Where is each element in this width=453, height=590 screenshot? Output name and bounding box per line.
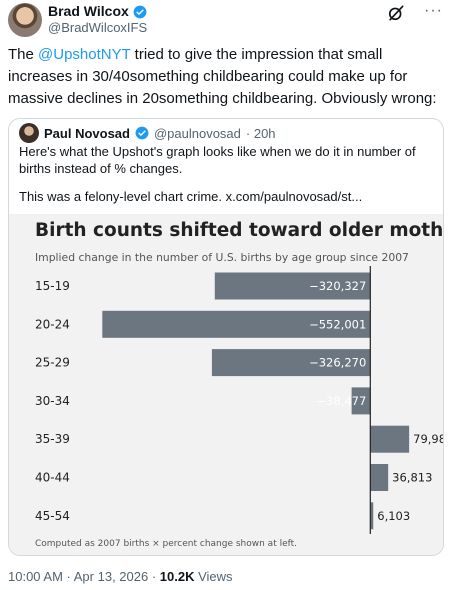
author-name-row: Brad Wilcox: [48, 3, 147, 20]
tweet-text-after: tried to give the impression that small …: [8, 46, 437, 107]
verified-badge-icon: [133, 5, 147, 18]
bar: [370, 425, 410, 453]
value-label: 6,103: [377, 509, 410, 523]
quoted-author-name: Paul Novosad: [44, 125, 130, 141]
author-handle[interactable]: @BradWilcoxIFS: [48, 20, 148, 35]
quoted-tweet-text: Here's what the Upshot's graph looks lik…: [19, 144, 416, 176]
tweet-timestamp[interactable]: 10:00 AM · Apr 13, 2026 ·: [8, 569, 160, 584]
tweet-meta: 10:00 AM · Apr 13, 2026 · 10.2K Views: [8, 569, 233, 584]
category-label: 15-19: [35, 279, 70, 293]
tweet-text-before: The: [8, 46, 39, 63]
category-label: 40-44: [35, 471, 70, 485]
value-label: −38,477: [316, 394, 366, 408]
category-label: 30-34: [35, 394, 70, 408]
quoted-author-avatar: [19, 123, 39, 143]
quoted-tweet-time: · 20h: [245, 125, 276, 141]
views-label: Views: [194, 569, 233, 584]
author-avatar[interactable]: [8, 3, 42, 37]
more-options-icon[interactable]: ···: [424, 2, 443, 19]
bar-chart: Birth counts shifted toward older mother…: [35, 220, 443, 549]
tweet-text: The @UpshotNYT tried to give the impress…: [8, 44, 444, 110]
mention-link[interactable]: @UpshotNYT: [38, 46, 131, 63]
bar: [370, 464, 389, 491]
category-label: 25-29: [35, 356, 70, 370]
quoted-tweet-header: Paul Novosad @paulnovosad · 20h: [19, 123, 276, 143]
quoted-verified-badge-icon: [135, 126, 149, 140]
bar: [214, 272, 371, 300]
category-label: 35-39: [35, 432, 70, 446]
value-label: −552,001: [309, 317, 366, 331]
chart-bars: 15-19 −320,327 20-24 −552,001 25-29 −326,270 3…: [35, 272, 443, 530]
chart-title: Birth counts shifted toward older mother…: [35, 220, 443, 241]
chart-footnote: Computed as 2007 births × percent change…: [35, 539, 297, 549]
quoted-tweet-text-2: This was a felony-level chart crime. x.c…: [19, 189, 363, 204]
chart-image: Birth counts shifted toward older mother…: [9, 214, 443, 555]
value-label: −326,270: [309, 356, 366, 370]
bar: [102, 310, 371, 338]
bar: [351, 387, 371, 415]
grok-icon[interactable]: [386, 3, 406, 23]
tweet-header: Brad Wilcox @BradWilcoxIFS ···: [0, 0, 453, 40]
value-label: 36,813: [392, 471, 432, 485]
chart-subtitle: Implied change in the number of U.S. bir…: [35, 251, 409, 264]
bar: [211, 349, 371, 377]
view-count: 10.2K: [159, 569, 195, 584]
category-label: 45-54: [35, 509, 70, 523]
bar: [370, 502, 374, 530]
category-label: 20-24: [35, 317, 70, 331]
quoted-tweet[interactable]: Paul Novosad @paulnovosad · 20h Here's w…: [8, 118, 444, 556]
value-label: 79,986: [413, 432, 443, 446]
quoted-author-handle: @paulnovosad: [153, 125, 241, 141]
author-name[interactable]: Brad Wilcox: [48, 3, 129, 19]
value-label: −320,327: [309, 279, 366, 293]
